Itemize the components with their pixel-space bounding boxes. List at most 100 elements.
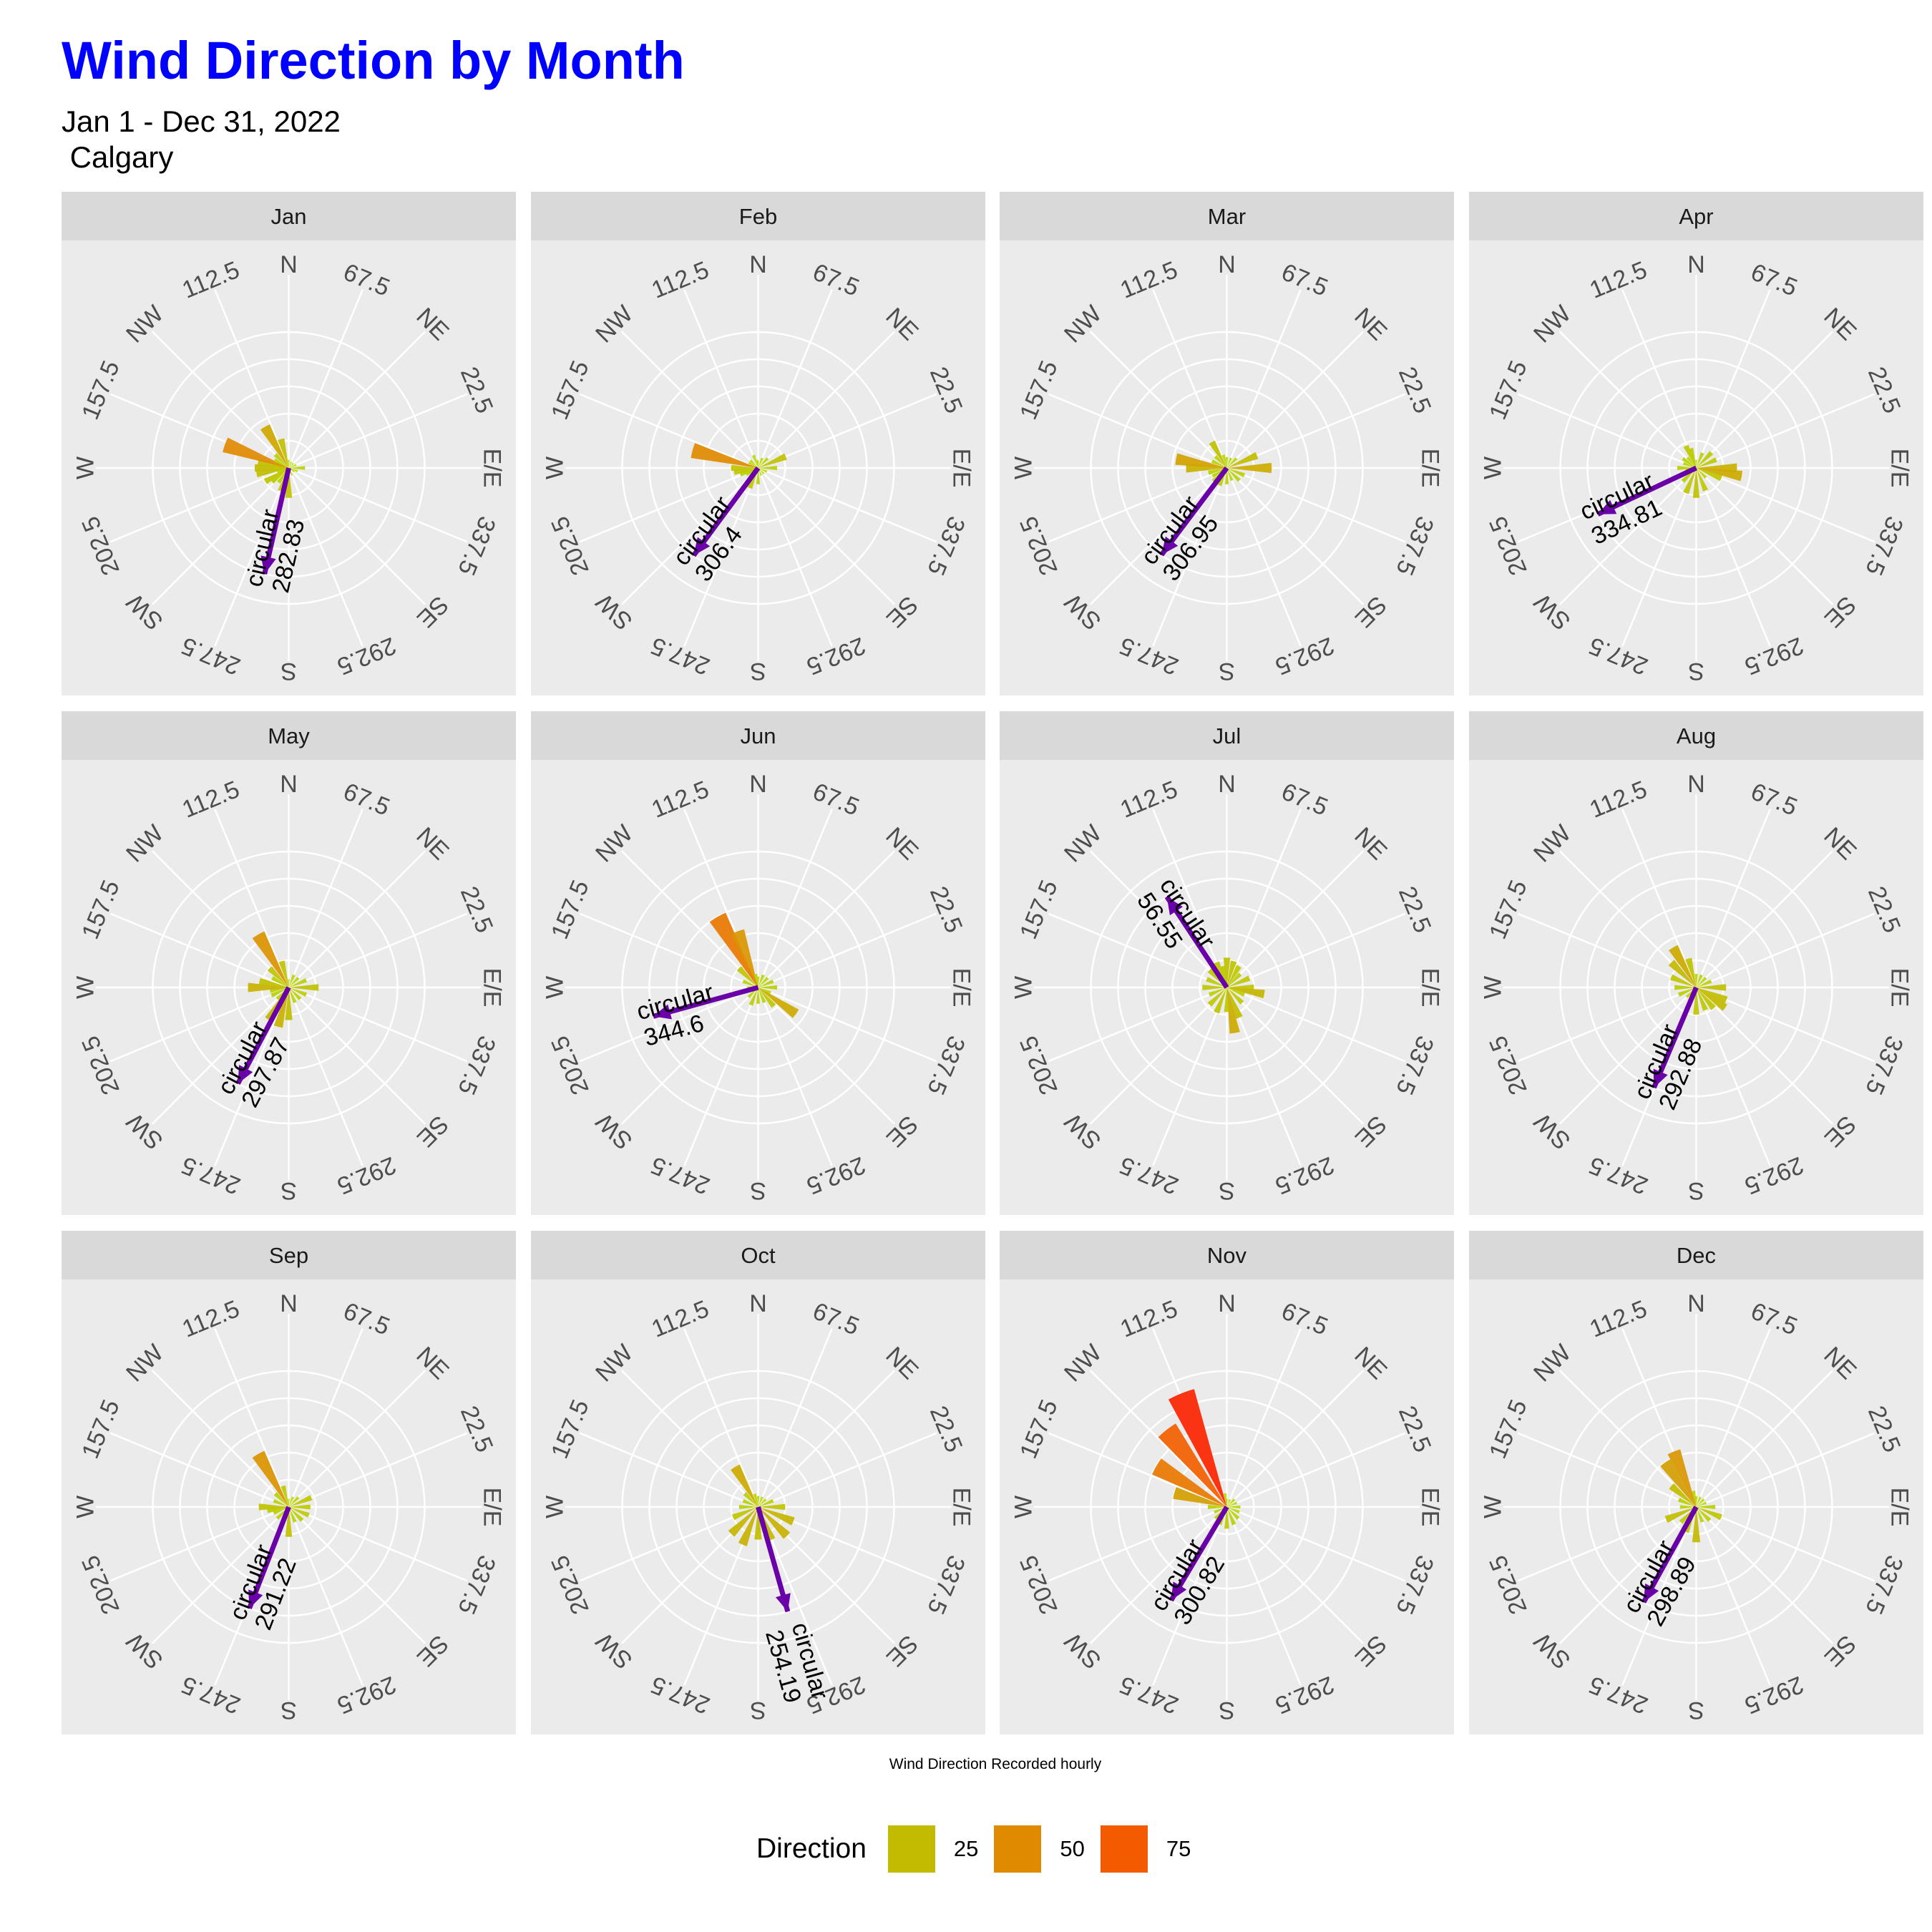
wind-sector [754, 1507, 762, 1540]
wind-sector [1683, 462, 1697, 468]
wind-sector [1696, 1501, 1707, 1507]
grid-spoke [288, 467, 364, 647]
wind-sector [288, 1507, 304, 1522]
wind-sector [738, 1504, 758, 1510]
wind-sector [1223, 1493, 1227, 1507]
grid-spoke [579, 1506, 758, 1582]
wind-sector [758, 979, 774, 987]
grid-spoke [757, 331, 896, 469]
mean-direction-arrow [691, 466, 761, 557]
grid-spoke [1695, 467, 1771, 647]
direction-label: W [72, 1496, 99, 1518]
grid-spoke [758, 393, 937, 469]
grid-spoke [1089, 1370, 1228, 1508]
wind-sector [1696, 457, 1717, 468]
wind-sector [1696, 979, 1712, 987]
grid-spoke [151, 850, 290, 988]
wind-sector [731, 929, 758, 987]
grid-spoke [1152, 289, 1228, 469]
wind-sector [1686, 457, 1697, 468]
grid-spoke [1695, 289, 1771, 469]
direction-label: S [1219, 658, 1235, 685]
grid-spoke [1695, 1328, 1771, 1508]
wind-sector [758, 987, 776, 1008]
wind-sector [280, 1485, 289, 1507]
grid-spoke [1226, 467, 1302, 647]
grid-spoke [579, 1432, 758, 1508]
wind-sector [1226, 1505, 1241, 1509]
facet-strip-label: Aug [1677, 723, 1716, 748]
wind-sector [273, 458, 289, 468]
facet-strip-label: Mar [1208, 204, 1246, 229]
facet-strip-label: Apr [1679, 204, 1713, 229]
legend-swatch [887, 1825, 935, 1873]
grid-spoke [288, 1432, 468, 1508]
wind-sector [1683, 468, 1697, 494]
wind-sector [288, 462, 294, 468]
wind-sector [1226, 452, 1259, 468]
wind-sector [731, 464, 758, 472]
grid-spoke [288, 467, 426, 605]
wind-sector [1696, 987, 1709, 1011]
wind-sector [1692, 468, 1700, 498]
grid-spoke [1696, 912, 1875, 989]
grid-spoke [288, 289, 364, 469]
grid-spoke [757, 809, 833, 988]
grid-spoke [1226, 850, 1365, 988]
grid-spoke [620, 467, 759, 605]
grid-spoke [1226, 1328, 1302, 1508]
grid-spoke [758, 1432, 937, 1508]
wind-sector [1664, 1507, 1697, 1523]
wind-sector [1209, 440, 1227, 468]
wind-sector [288, 974, 296, 987]
direction-label: E/E [1886, 968, 1913, 1008]
wind-sector [758, 453, 787, 468]
grid-spoke [1226, 467, 1406, 543]
wind-sector [736, 966, 758, 987]
wind-sector [1667, 1449, 1697, 1507]
wind-sector [1208, 987, 1227, 997]
wind-sector [288, 464, 297, 468]
direction-label: E/E [948, 1488, 975, 1527]
facet-strip [1000, 1231, 1454, 1279]
wind-sector [1223, 957, 1231, 987]
wind-sector [731, 1464, 758, 1507]
wind-sector [1696, 987, 1717, 1010]
wind-sector [1696, 974, 1703, 987]
wind-sector [1685, 957, 1697, 987]
facet-strip-label: May [268, 723, 310, 748]
wind-sector [288, 461, 293, 468]
mean-direction-arrowhead [260, 555, 276, 575]
facet-strip [1469, 711, 1923, 760]
grid-spoke [288, 987, 364, 1166]
facet-strip [531, 711, 985, 760]
grid-spoke [1517, 912, 1697, 989]
wind-sector [758, 974, 765, 987]
grid-spoke [214, 467, 290, 647]
legend-item: 75 [1100, 1825, 1191, 1873]
wind-sector [1696, 1507, 1723, 1521]
grid-spoke [1089, 1506, 1228, 1644]
grid-spoke [1621, 289, 1697, 469]
mean-direction-arrowhead [238, 1065, 253, 1084]
direction-label: E/E [479, 1488, 506, 1527]
wind-sector [1224, 468, 1229, 484]
wind-sector [1226, 987, 1240, 1034]
grid-spoke [579, 912, 758, 989]
wind-sector [285, 468, 293, 498]
direction-label: N [280, 771, 298, 798]
grid-spoke [757, 1370, 896, 1508]
direction-label: W [1010, 1496, 1037, 1518]
wind-sector [1226, 468, 1241, 482]
wind-sector [248, 982, 289, 992]
grid-spoke [757, 987, 896, 1125]
wind-sector [270, 987, 289, 997]
wind-sector [288, 987, 302, 1000]
direction-label: N [280, 251, 298, 278]
direction-label: W [1479, 976, 1506, 999]
grid-spoke [1152, 467, 1228, 647]
